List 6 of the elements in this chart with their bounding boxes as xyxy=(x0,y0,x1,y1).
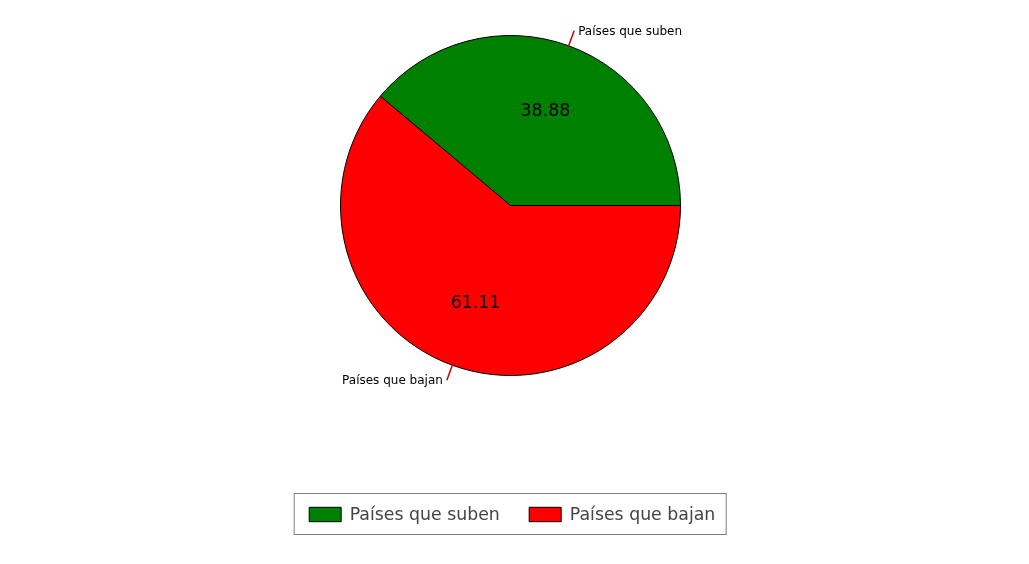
legend-label: Países que suben xyxy=(349,504,500,524)
data-label: 38.88 xyxy=(520,100,571,121)
data-label: 61.11 xyxy=(450,291,501,312)
slice-label: Países que bajan xyxy=(342,373,443,388)
legend-label: Países que bajan xyxy=(569,504,716,524)
slice-label: Países que suben xyxy=(578,23,683,38)
